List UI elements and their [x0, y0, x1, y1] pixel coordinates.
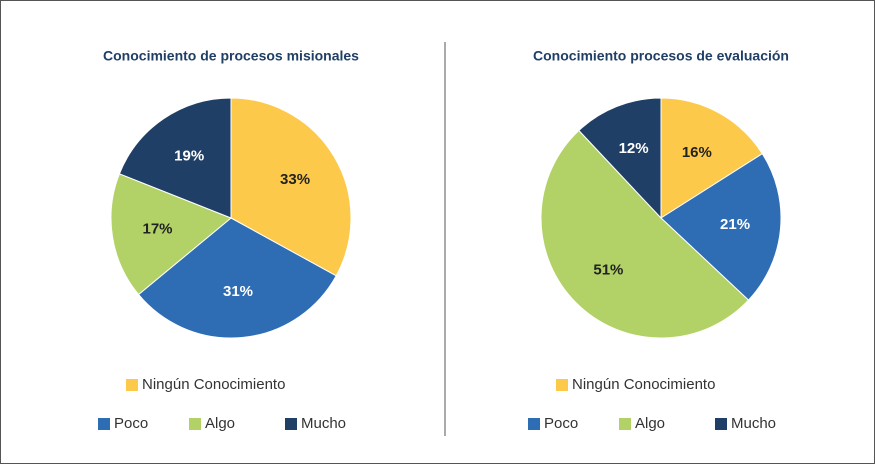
- pie-slice: [540, 129, 750, 339]
- data-label: 33%: [280, 171, 310, 188]
- legend-label: Ningún Conocimiento: [572, 376, 715, 393]
- legend-swatch: [98, 418, 110, 430]
- data-label: 31%: [223, 283, 253, 300]
- chart-title: Conocimiento de procesos misionales: [103, 48, 359, 64]
- pie-slice: [660, 153, 782, 301]
- legend-label: Poco: [114, 415, 148, 432]
- data-label: 12%: [619, 140, 649, 157]
- legend-swatch: [189, 418, 201, 430]
- legend-swatch: [126, 379, 138, 391]
- legend-label: Mucho: [301, 415, 346, 432]
- pie-slice: [660, 97, 764, 219]
- legend-swatch: [619, 418, 631, 430]
- legend-label: Algo: [635, 415, 665, 432]
- pie-slice: [578, 97, 662, 220]
- chart-title: Conocimiento procesos de evaluación: [533, 48, 789, 64]
- data-label: 16%: [682, 144, 712, 161]
- legend-label: Mucho: [731, 415, 776, 432]
- data-label: 19%: [174, 147, 204, 164]
- pie-slice: [137, 217, 337, 339]
- pie-slice: [118, 97, 232, 219]
- data-label: 21%: [720, 216, 750, 233]
- pie-slice: [230, 97, 352, 277]
- legend-swatch: [715, 418, 727, 430]
- legend-label: Algo: [205, 415, 235, 432]
- legend-swatch: [528, 418, 540, 430]
- data-label: 51%: [593, 262, 623, 279]
- legend-swatch: [556, 379, 568, 391]
- legend-label: Poco: [544, 415, 578, 432]
- legend-label: Ningún Conocimiento: [142, 376, 285, 393]
- legend-swatch: [285, 418, 297, 430]
- data-label: 17%: [143, 221, 173, 238]
- pie-slice: [110, 173, 232, 296]
